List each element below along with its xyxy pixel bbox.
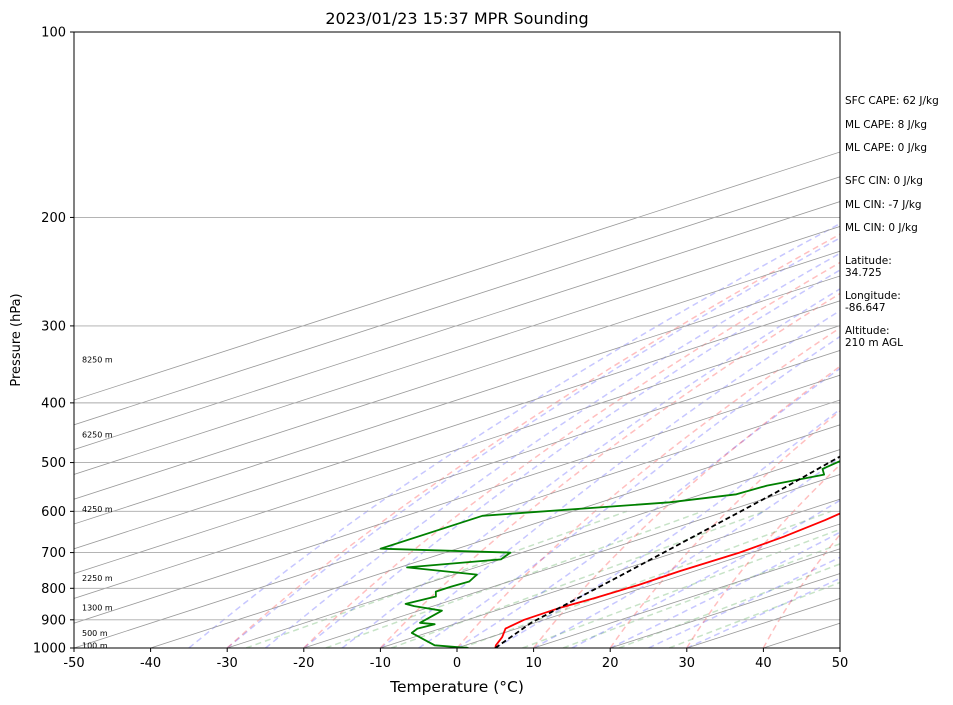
isotherm-line	[74, 225, 840, 475]
y-tick-label: 900	[41, 613, 66, 628]
ml-cin-2: ML CIN: 0 J/kg	[845, 222, 918, 234]
background-lines	[74, 32, 840, 648]
moist-adiabat-line	[686, 577, 840, 648]
moist-adiabat-line	[226, 237, 840, 648]
parcel-line	[494, 455, 840, 648]
isotherm-line	[74, 275, 840, 525]
latitude-value: 34.725	[845, 267, 882, 279]
x-tick-label: 30	[679, 656, 696, 671]
altitude-label: Altitude:	[845, 325, 890, 337]
mixing-ratio-line	[562, 542, 840, 648]
profile-lines	[379, 455, 840, 648]
isotherm-line	[74, 374, 840, 624]
moist-adiabat-line	[648, 556, 840, 648]
sfc-cin: SFC CIN: 0 J/kg	[845, 175, 923, 187]
moist-adiabat-line	[341, 288, 840, 648]
isotherm-line	[74, 151, 840, 401]
height-label: 6250 m	[82, 430, 113, 439]
dry-adiabat-line	[456, 326, 840, 648]
x-tick-label: 50	[832, 656, 849, 671]
isotherm-line	[456, 523, 840, 648]
moist-adiabat-line	[303, 269, 840, 648]
moist-adiabat-line	[188, 222, 840, 648]
height-label: 2250 m	[82, 574, 113, 583]
x-tick-label: 20	[602, 656, 619, 671]
x-axis: -50 -40 -30 -20 -10 0 10 20 30 40 50	[63, 648, 848, 671]
x-tick-label: -50	[63, 656, 84, 671]
isobars	[74, 32, 840, 648]
x-tick-label: 10	[525, 656, 542, 671]
dry-adiabat-line	[533, 365, 840, 648]
isotherm-line	[227, 449, 840, 648]
dry-adiabat-line	[303, 261, 840, 648]
height-label: 4250 m	[82, 505, 113, 514]
height-label: 100 m	[82, 641, 108, 650]
dewpoint-line	[379, 460, 840, 648]
height-label: 8250 m	[82, 355, 113, 364]
y-tick-label: 400	[41, 396, 66, 411]
y-tick-label: 1000	[33, 642, 66, 657]
ml-cape-2: ML CAPE: 0 J/kg	[845, 142, 927, 154]
isotherm-line	[74, 325, 840, 575]
x-tick-label: 0	[453, 656, 461, 671]
isotherm-line	[380, 498, 840, 648]
ml-cin-1: ML CIN: -7 J/kg	[845, 199, 922, 211]
dry-adiabats	[226, 233, 840, 648]
y-tick-label: 500	[41, 456, 66, 471]
latitude-label: Latitude:	[845, 255, 892, 267]
isotherm-line	[74, 349, 840, 599]
isotherms	[74, 151, 840, 648]
height-label: 500 m	[82, 629, 108, 638]
y-tick-label: 700	[41, 546, 66, 561]
y-tick-label: 200	[41, 211, 66, 226]
y-tick-label: 300	[41, 319, 66, 334]
height-labels: 100 m 500 m 1300 m 2250 m 4250 m 6250 m 8250 m	[82, 355, 113, 650]
moist-adiabat-line	[571, 499, 840, 648]
height-label: 1300 m	[82, 604, 113, 613]
y-tick-label: 100	[41, 26, 66, 41]
y-axis-label: Pressure (hPa)	[9, 293, 24, 386]
altitude-value: 210 m AGL	[845, 337, 903, 349]
x-tick-label: -30	[217, 656, 238, 671]
isotherm-line	[303, 473, 840, 648]
longitude-value: -86.647	[845, 302, 886, 314]
x-tick-label: -40	[140, 656, 161, 671]
moist-adiabat-line	[494, 408, 840, 648]
moist-adiabat-line	[265, 252, 840, 648]
isotherm-line	[74, 300, 840, 550]
x-axis-label: Temperature (°C)	[389, 678, 524, 696]
mixing-ratio-line	[245, 510, 628, 648]
y-tick-label: 600	[41, 505, 66, 520]
ml-cape-1: ML CAPE: 8 J/kg	[845, 119, 927, 131]
isotherm-line	[150, 424, 840, 648]
isotherm-line	[74, 250, 840, 500]
temperature-line	[494, 512, 840, 648]
longitude-label: Longitude:	[845, 290, 901, 302]
isotherm-line	[74, 176, 840, 426]
info-panel: SFC CAPE: 62 J/kg ML CAPE: 8 J/kg ML CAP…	[845, 95, 939, 349]
dry-adiabat-line	[762, 533, 840, 648]
dry-adiabat-line	[686, 463, 840, 648]
x-tick-label: 40	[755, 656, 772, 671]
mixing-ratio-line	[668, 581, 840, 648]
isotherm-line	[74, 201, 840, 451]
chart-title: 2023/01/23 15:37 MPR Sounding	[325, 9, 588, 28]
dry-adiabat-line	[379, 292, 840, 648]
y-tick-label: 800	[41, 582, 66, 597]
dry-adiabat-line	[609, 410, 840, 648]
dry-adiabat-line	[226, 233, 840, 648]
sfc-cape: SFC CAPE: 62 J/kg	[845, 95, 939, 107]
x-tick-label: -20	[293, 656, 314, 671]
moist-adiabat-line	[456, 367, 840, 648]
x-tick-label: -10	[370, 656, 391, 671]
y-axis: 100 200 300 400 500 600 700 800 900 1000	[33, 26, 74, 657]
